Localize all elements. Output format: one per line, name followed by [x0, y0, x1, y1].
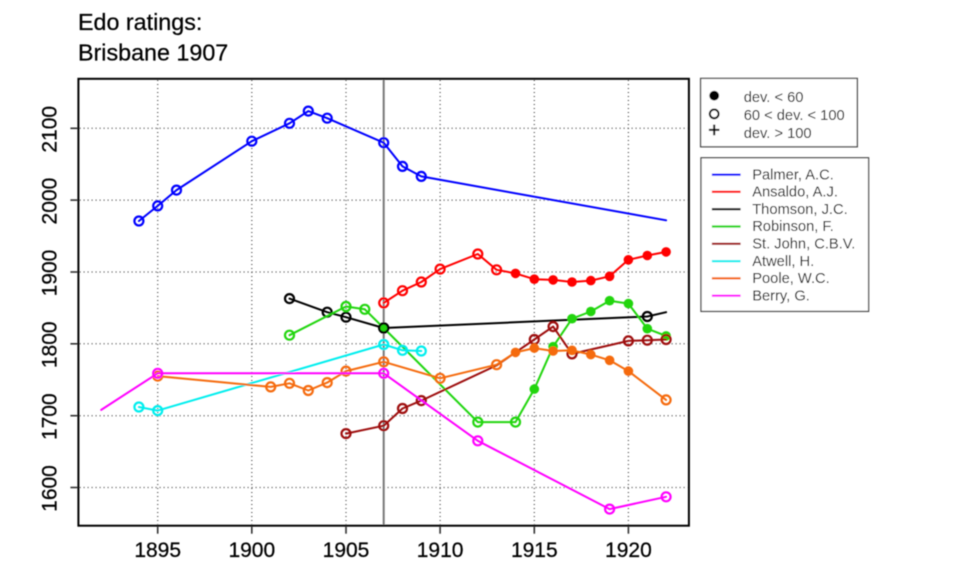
svg-text:Brisbane 1907: Brisbane 1907: [78, 40, 228, 66]
svg-text:1900: 1900: [39, 250, 62, 297]
svg-text:1600: 1600: [39, 465, 62, 512]
svg-text:Thomson, J.C.: Thomson, J.C.: [752, 202, 848, 218]
svg-text:1895: 1895: [134, 539, 181, 562]
svg-text:St. John, C.B.V.: St. John, C.B.V.: [752, 237, 855, 253]
svg-text:dev. > 100: dev. > 100: [744, 126, 812, 142]
svg-text:1700: 1700: [39, 393, 62, 440]
svg-text:2100: 2100: [39, 106, 62, 153]
svg-text:Poole, W.C.: Poole, W.C.: [752, 271, 830, 287]
svg-text:Edo ratings:: Edo ratings:: [78, 9, 202, 35]
svg-text:1800: 1800: [39, 321, 62, 368]
svg-text:1910: 1910: [417, 539, 464, 562]
svg-text:dev. < 60: dev. < 60: [744, 90, 804, 106]
svg-text:1915: 1915: [511, 539, 558, 562]
svg-text:Berry, G.: Berry, G.: [752, 288, 810, 304]
svg-text:Atwell, H.: Atwell, H.: [752, 254, 814, 270]
svg-text:60 < dev. < 100: 60 < dev. < 100: [744, 108, 845, 124]
svg-text:2000: 2000: [39, 178, 62, 225]
svg-text:Robinson, F.: Robinson, F.: [752, 219, 834, 235]
svg-text:1920: 1920: [605, 539, 652, 562]
svg-text:1900: 1900: [228, 539, 275, 562]
svg-text:1905: 1905: [323, 539, 370, 562]
svg-text:Ansaldo, A.J.: Ansaldo, A.J.: [752, 185, 838, 201]
svg-text:Palmer, A.C.: Palmer, A.C.: [752, 167, 834, 183]
